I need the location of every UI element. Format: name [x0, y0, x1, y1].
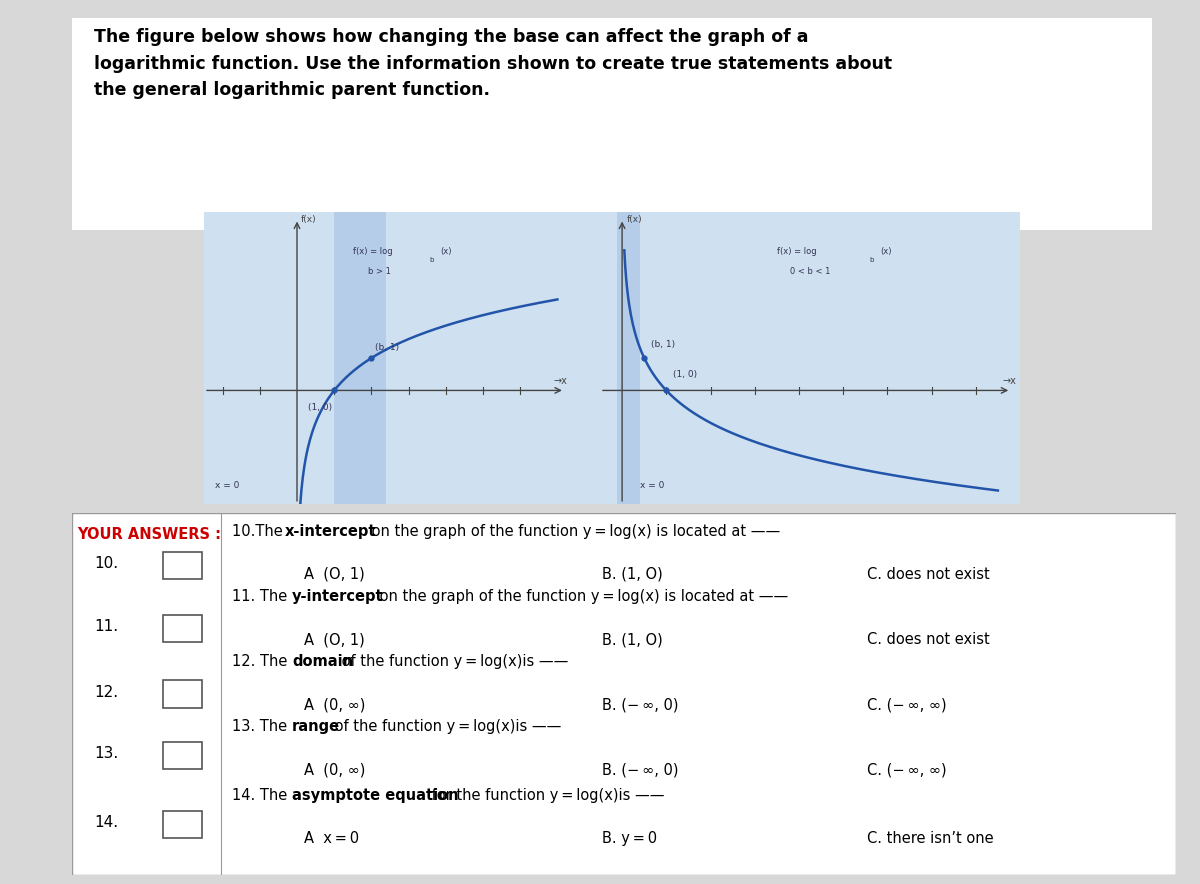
Text: C. (− ∞, ∞): C. (− ∞, ∞)	[866, 697, 947, 713]
Text: (b, 1): (b, 1)	[376, 343, 400, 352]
Text: B. (− ∞, 0): B. (− ∞, 0)	[602, 697, 678, 713]
Text: (x): (x)	[440, 248, 451, 256]
Text: B. y = 0: B. y = 0	[602, 832, 658, 846]
Text: b: b	[430, 257, 433, 263]
Text: asymptote equation: asymptote equation	[292, 789, 458, 804]
Text: A  (0, ∞): A (0, ∞)	[304, 763, 365, 778]
Text: b > 1: b > 1	[367, 267, 390, 276]
Text: C. there isn’t one: C. there isn’t one	[866, 832, 994, 846]
Text: range: range	[292, 720, 341, 735]
Text: A  (O, 1): A (O, 1)	[304, 632, 365, 647]
Text: C. does not exist: C. does not exist	[866, 632, 990, 647]
Text: B. (− ∞, 0): B. (− ∞, 0)	[602, 763, 678, 778]
Text: f(x) = log: f(x) = log	[776, 248, 816, 256]
Text: 12.: 12.	[94, 684, 119, 699]
Text: A  (O, 1): A (O, 1)	[304, 567, 365, 582]
Bar	[335, 212, 386, 504]
Text: f(x): f(x)	[626, 215, 642, 224]
Text: 0 < b < 1: 0 < b < 1	[790, 267, 830, 276]
Text: A  x = 0: A x = 0	[304, 832, 359, 846]
Text: 10.The: 10.The	[232, 523, 288, 538]
Text: on the graph of the function y = log(x) is located at ——: on the graph of the function y = log(x) …	[367, 523, 780, 538]
Text: (b, 1): (b, 1)	[650, 339, 674, 348]
Text: C. does not exist: C. does not exist	[866, 567, 990, 582]
Text: 10.: 10.	[94, 556, 119, 571]
Text: 13.: 13.	[94, 746, 119, 761]
Text: YOUR ANSWERS :: YOUR ANSWERS :	[78, 527, 222, 542]
Text: y-intercept: y-intercept	[292, 589, 384, 604]
Text: 11.: 11.	[94, 620, 119, 635]
Text: B. (1, O): B. (1, O)	[602, 567, 662, 582]
Text: →x: →x	[1002, 376, 1016, 386]
Text: x = 0: x = 0	[215, 481, 240, 490]
Text: (1, 0): (1, 0)	[308, 403, 332, 412]
Text: on the graph of the function y = log(x) is located at ——: on the graph of the function y = log(x) …	[374, 589, 788, 604]
Text: of the function y = log(x)is ——: of the function y = log(x)is ——	[337, 654, 569, 669]
Text: b: b	[870, 257, 874, 263]
Text: domain: domain	[292, 654, 353, 669]
Text: x-intercept: x-intercept	[284, 523, 376, 538]
Text: of the function y = log(x)is ——: of the function y = log(x)is ——	[330, 720, 562, 735]
Bar	[163, 552, 202, 579]
Text: 14. The: 14. The	[232, 789, 292, 804]
Text: 13. The: 13. The	[232, 720, 292, 735]
Text: x = 0: x = 0	[640, 481, 664, 490]
Text: (1, 0): (1, 0)	[673, 370, 697, 379]
Text: C. (− ∞, ∞): C. (− ∞, ∞)	[866, 763, 947, 778]
Text: f(x): f(x)	[301, 215, 317, 224]
Text: 14.: 14.	[94, 815, 119, 830]
Text: 11. The: 11. The	[232, 589, 292, 604]
Bar	[163, 681, 202, 707]
Bar	[163, 742, 202, 769]
Bar	[163, 615, 202, 643]
Text: A  (0, ∞): A (0, ∞)	[304, 697, 365, 713]
Text: f(x) = log: f(x) = log	[353, 248, 392, 256]
Text: B. (1, O): B. (1, O)	[602, 632, 662, 647]
Text: The figure below shows how changing the base can affect the graph of a
logarithm: The figure below shows how changing the …	[94, 28, 892, 99]
Bar	[617, 212, 640, 504]
Text: 12. The: 12. The	[232, 654, 292, 669]
Text: for the function y = log(x)is ——: for the function y = log(x)is ——	[427, 789, 665, 804]
Bar	[163, 811, 202, 838]
Text: (x): (x)	[881, 248, 893, 256]
Text: →x: →x	[553, 376, 568, 386]
